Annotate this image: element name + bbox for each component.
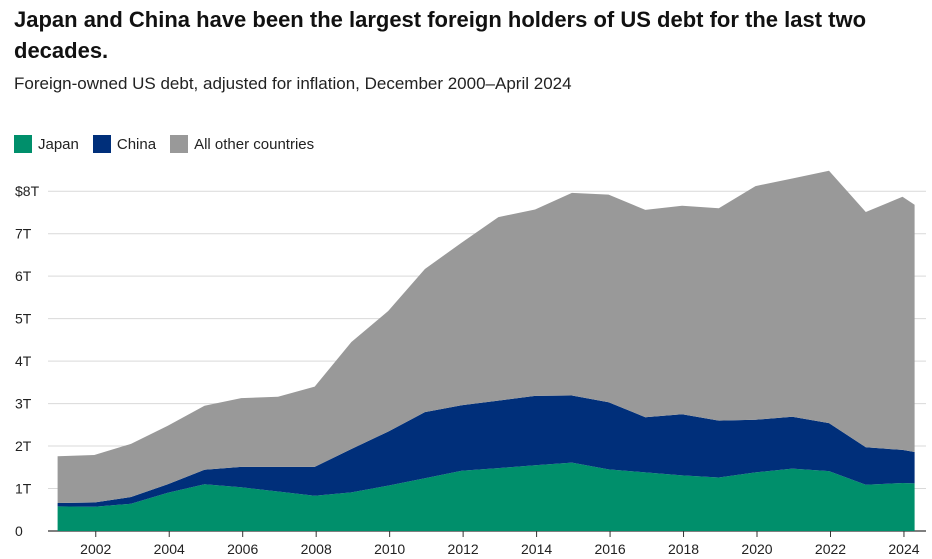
y-axis: 0 1T 2T 3T 4T 5T 6T 7T $8T: [15, 183, 40, 539]
legend-item-other: All other countries: [170, 135, 314, 153]
area-japan: [57, 462, 915, 531]
x-axis: 2002 2004 2006 2008 2010 2012 2014 2016 2018 2020…: [80, 531, 920, 557]
x-tick-label: 2002: [80, 541, 111, 557]
y-tick-label: 4T: [15, 353, 32, 369]
legend-item-japan: Japan: [14, 135, 79, 153]
legend-label-japan: Japan: [38, 135, 79, 153]
x-tick-label: 2020: [741, 541, 772, 557]
y-tick-label: 3T: [15, 396, 32, 412]
y-tick-label: 0: [15, 523, 23, 539]
x-tick-label: 2016: [594, 541, 625, 557]
chart-title: Japan and China have been the largest fo…: [14, 7, 867, 63]
x-tick-label: 2024: [888, 541, 919, 557]
y-tick-label: 1T: [15, 481, 32, 497]
legend-swatch-japan: [14, 135, 32, 153]
chart-subtitle: Foreign-owned US debt, adjusted for infl…: [14, 74, 572, 93]
area-china: [57, 395, 915, 507]
legend-item-china: China: [92, 135, 157, 153]
x-tick-label: 2018: [668, 541, 699, 557]
area-other: [57, 170, 915, 504]
x-tick-label: 2008: [301, 541, 332, 557]
y-tick-label: 2T: [15, 438, 32, 454]
y-tick-label: 5T: [15, 311, 32, 327]
legend-label-other: All other countries: [194, 135, 315, 153]
legend-label-china: China: [116, 135, 157, 153]
x-tick-label: 2012: [448, 541, 479, 557]
x-tick-label: 2014: [521, 541, 552, 557]
x-tick-label: 2010: [374, 541, 405, 557]
area-series: [57, 170, 915, 531]
x-tick-label: 2022: [815, 541, 846, 557]
x-tick-label: 2006: [227, 541, 258, 557]
y-tick-label: 7T: [15, 226, 32, 242]
legend-swatch-china: [92, 135, 111, 153]
y-tick-label: $8T: [15, 183, 40, 199]
legend: Japan China All other countries: [14, 135, 328, 153]
y-tick-label: 6T: [15, 268, 32, 284]
legend-swatch-other: [170, 135, 189, 153]
x-tick-label: 2004: [154, 541, 185, 557]
